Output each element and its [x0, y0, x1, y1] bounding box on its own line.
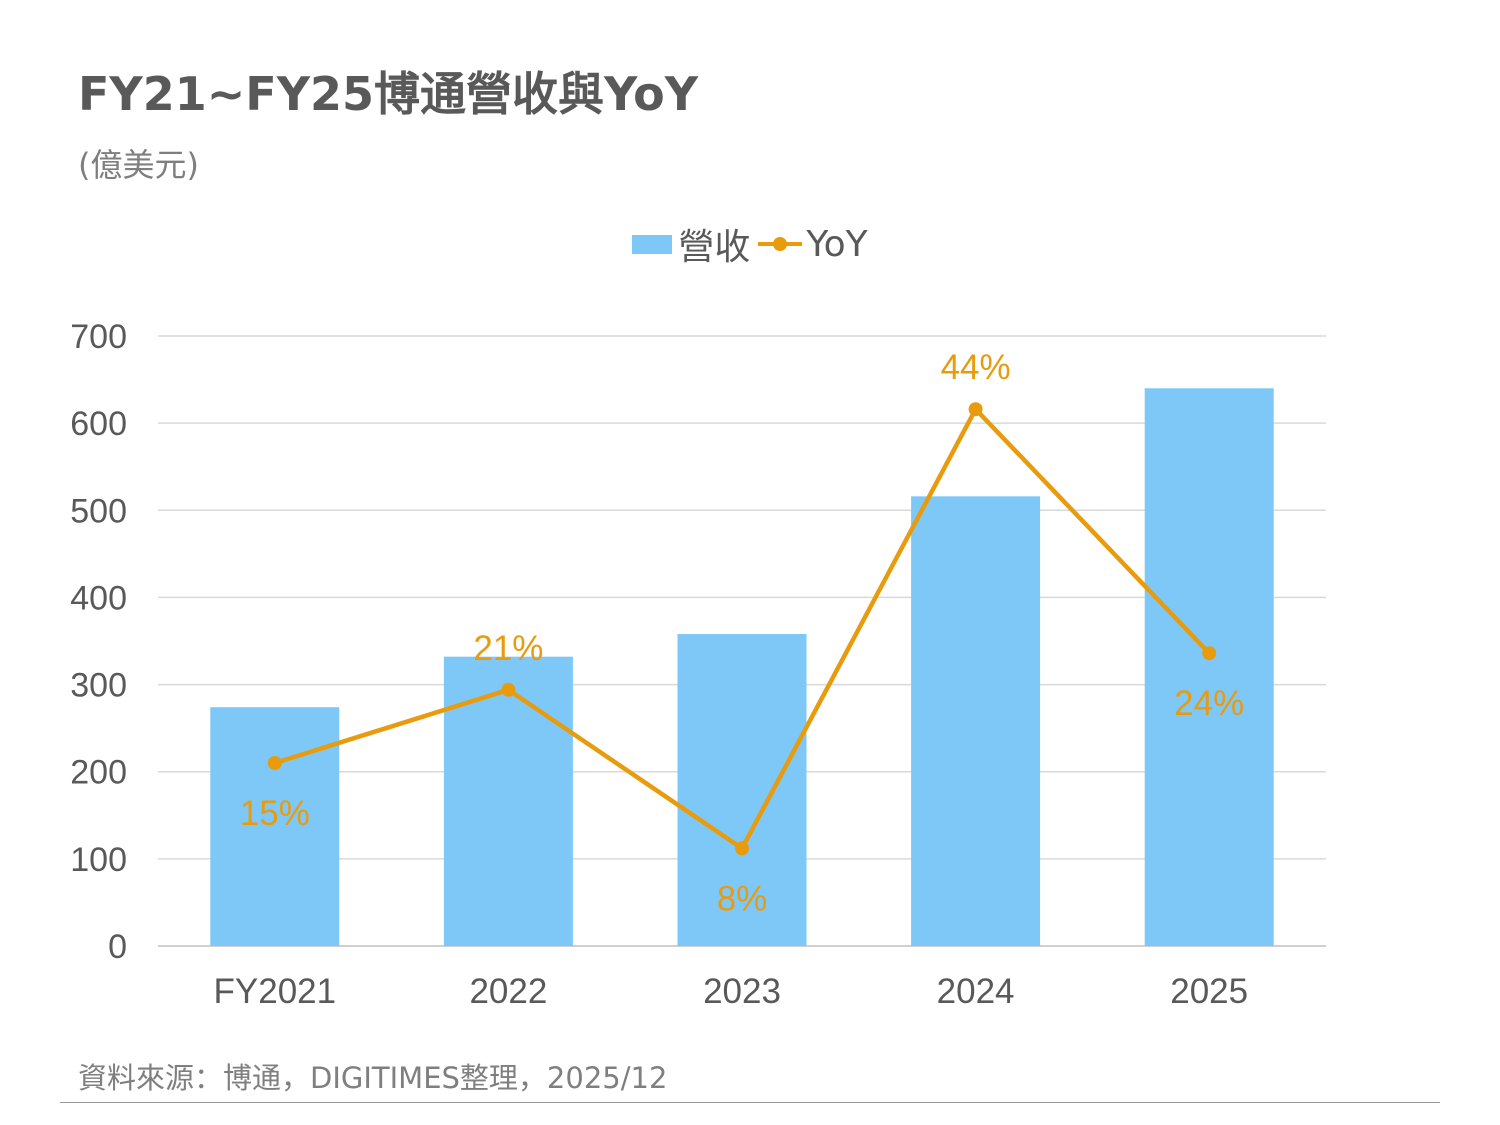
revenue-bar	[210, 707, 340, 946]
revenue-bar	[1144, 388, 1274, 946]
yoy-data-label: 44%	[941, 348, 1011, 387]
yoy-point	[1202, 646, 1217, 661]
legend-bar-swatch-icon	[632, 234, 673, 254]
revenue-bar	[677, 634, 807, 946]
footer-divider	[60, 1102, 1440, 1103]
legend-line-marker-icon	[758, 237, 803, 251]
yoy-point	[735, 841, 749, 856]
legend: 營收 YoY	[0, 218, 1500, 270]
yoy-data-label: 15%	[240, 794, 310, 833]
x-tick-label: 2024	[937, 972, 1015, 1011]
legend-item-yoy: YoY	[758, 223, 868, 265]
yoy-data-label: 8%	[717, 879, 768, 918]
yoy-point	[968, 402, 983, 417]
legend-label-yoy: YoY	[806, 223, 868, 265]
y-tick-label: 100	[70, 841, 127, 879]
y-tick-label: 500	[70, 492, 127, 530]
x-tick-label: 2022	[469, 972, 547, 1011]
unit-label: (億美元)	[78, 146, 199, 184]
yoy-point	[267, 756, 282, 770]
y-tick-label: 600	[70, 405, 127, 443]
yoy-data-label: 24%	[1174, 684, 1244, 723]
legend-item-revenue: 營收	[632, 218, 750, 270]
y-tick-label: 400	[70, 579, 127, 617]
x-tick-label: 2025	[1170, 972, 1248, 1011]
y-tick-label: 0	[108, 928, 127, 966]
y-tick-label: 200	[70, 754, 127, 792]
yoy-point	[501, 682, 516, 697]
yoy-data-label: 21%	[473, 629, 543, 668]
chart-title: FY21~FY25博通營收與YoY	[78, 67, 699, 121]
x-tick-label: FY2021	[214, 972, 337, 1011]
y-tick-label: 300	[70, 667, 127, 705]
revenue-bar	[911, 496, 1041, 946]
legend-label-revenue: 營收	[678, 227, 751, 268]
y-tick-label: 700	[70, 318, 127, 356]
revenue-bar	[443, 656, 573, 946]
source-note: 資料來源：博通，DIGITIMES整理，2025/12	[78, 1061, 668, 1095]
x-tick-label: 2023	[703, 972, 781, 1011]
